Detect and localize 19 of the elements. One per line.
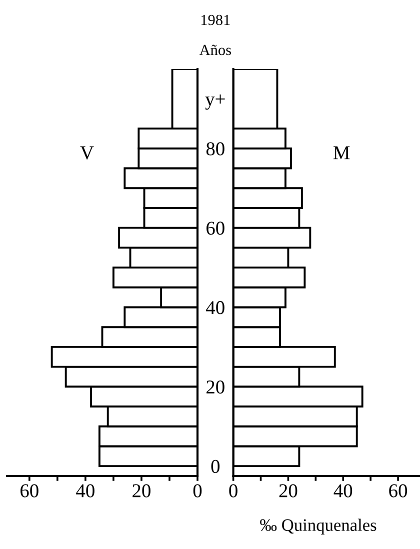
x-axis-title: ‰ Quinquenales	[260, 518, 376, 534]
y-tick-label: 60	[206, 222, 224, 235]
y-tick-label: 0	[211, 460, 220, 474]
x-tick-label: 0	[229, 484, 238, 498]
x-tick-label: 0	[193, 484, 202, 498]
text: M	[334, 146, 350, 160]
x-tick-label: 40	[76, 484, 94, 498]
x-tick-label: 20	[132, 484, 150, 498]
x-tick-label: 40	[334, 484, 352, 498]
series-label: V	[80, 146, 94, 160]
y-tick-label: 40	[206, 301, 224, 314]
x-tick-label: 20	[279, 484, 298, 498]
y-tick-label: 20	[206, 380, 224, 394]
y-tick-label: y+	[205, 94, 225, 110]
chart-title: 1981	[201, 14, 230, 26]
y-tick-label: 80	[206, 142, 224, 156]
x-tick-label: 60	[20, 484, 38, 498]
x-tick-label: 60	[389, 484, 408, 498]
y-axis-title: Años	[199, 44, 231, 56]
